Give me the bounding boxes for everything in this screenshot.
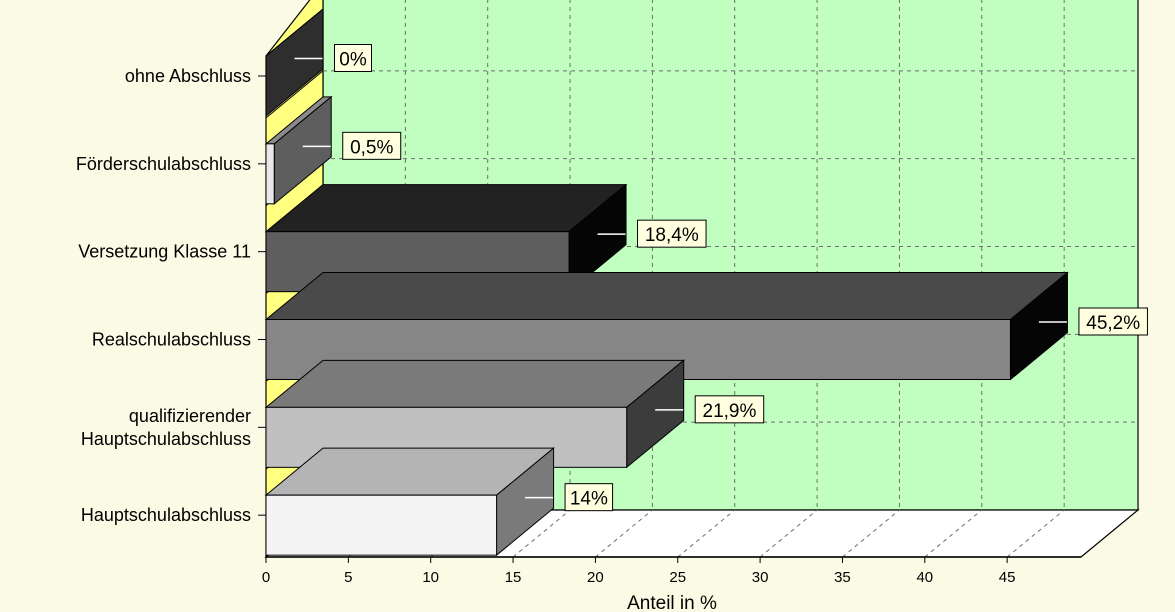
x-tick-labels-group: 0 5 10 15 20 25 30 35 40 45 bbox=[262, 569, 1016, 586]
x-tick-label: 45 bbox=[999, 569, 1016, 586]
bar bbox=[264, 271, 1069, 381]
data-label-box bbox=[334, 44, 372, 72]
x-tick-label: 40 bbox=[916, 569, 933, 586]
bar-top-face bbox=[264, 272, 1069, 320]
data-label: 21,9% bbox=[703, 401, 757, 422]
bar-front-face bbox=[265, 494, 498, 556]
data-label: 14% bbox=[570, 489, 608, 510]
data-label-box bbox=[1078, 307, 1148, 336]
category-label: Hauptschulabschluss bbox=[81, 429, 251, 449]
data-label-box bbox=[564, 483, 614, 512]
x-tick-label: 35 bbox=[834, 569, 851, 586]
data-label-box bbox=[342, 131, 402, 160]
category-label: Förderschulabschluss bbox=[76, 154, 251, 174]
bars-group bbox=[264, 7, 1069, 557]
data-label: 18,4% bbox=[645, 225, 699, 246]
x-tick-label: 0 bbox=[262, 569, 270, 586]
side-grid-line bbox=[265, 70, 324, 119]
x-tick-label: 15 bbox=[505, 569, 522, 586]
category-label: qualifizierender bbox=[129, 406, 251, 426]
category-label: Hauptschulabschluss bbox=[81, 505, 251, 525]
bar-front-face bbox=[265, 143, 275, 205]
category-label: Realschulabschluss bbox=[92, 330, 251, 350]
data-label-box bbox=[694, 395, 765, 424]
data-label: 0% bbox=[339, 50, 367, 71]
x-axis-title: Anteil in % bbox=[627, 593, 717, 612]
category-labels-group: ohne Abschluss Förderschulabschluss Verset… bbox=[76, 66, 266, 525]
x-tick-label: 30 bbox=[752, 569, 769, 586]
bar bbox=[264, 447, 555, 557]
x-tick-label: 5 bbox=[344, 569, 352, 586]
data-label: 45,2% bbox=[1086, 313, 1140, 334]
data-label: 0,5% bbox=[350, 137, 393, 158]
data-label-box bbox=[637, 219, 707, 248]
category-label: ohne Abschluss bbox=[125, 66, 251, 86]
bar bbox=[264, 95, 333, 205]
x-tick-label: 10 bbox=[422, 569, 439, 586]
x-tick-label: 25 bbox=[669, 569, 686, 586]
x-tick-label: 20 bbox=[587, 569, 604, 586]
bar-top-face bbox=[264, 359, 686, 408]
category-label: Versetzung Klasse 11 bbox=[78, 242, 251, 262]
bar-top-face bbox=[264, 184, 628, 233]
data-labels-group: 0% 0,5% 18,4% 45,2% 21,9% 14% bbox=[294, 44, 1148, 512]
bar bbox=[265, 7, 324, 118]
